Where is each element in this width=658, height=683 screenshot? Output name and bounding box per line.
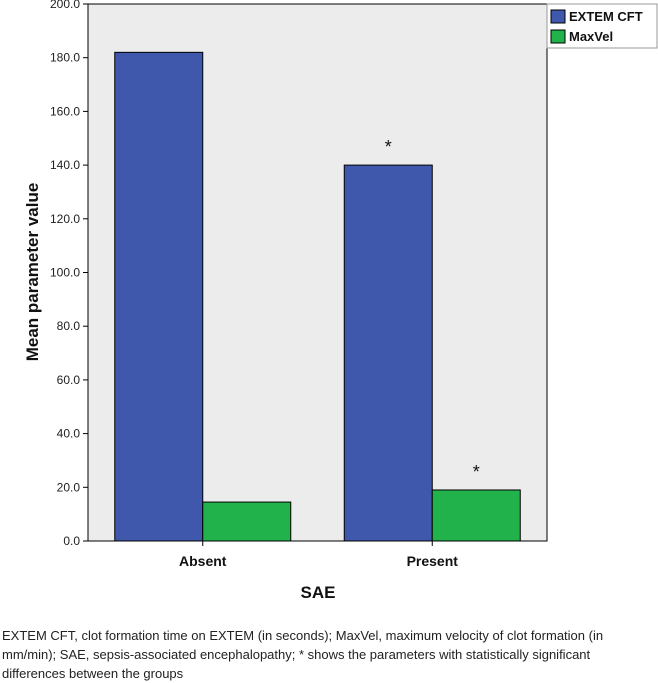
bar-chart: 0.0 20.0 40.0 60.0 80.0 100.0 120.0 140.0 160.0 1… [23,0,658,602]
y-tick-label: 80.0 [57,319,81,333]
x-category-label: Absent [179,553,227,569]
y-tick-label: 180.0 [50,51,80,65]
bar-extem-cft-present [343,164,433,542]
y-tick-label: 100.0 [50,266,80,280]
y-tick-label: 60.0 [57,373,81,387]
significance-marker: * [473,462,480,482]
legend-label: MaxVel [569,29,613,44]
y-axis-title: Mean parameter value [23,183,42,362]
figure-caption: EXTEM CFT, clot formation time on EXTEM … [2,628,604,681]
legend-swatch [550,9,566,24]
x-axis: Absent Present [179,541,458,569]
legend: EXTEM CFT MaxVel [546,3,658,49]
bar-maxvel-absent [202,501,292,542]
y-tick-label: 20.0 [57,480,81,494]
legend-label: EXTEM CFT [569,9,643,24]
y-tick-label: 140.0 [50,158,80,172]
significance-marker: * [385,137,392,157]
annotations: ** [385,137,480,482]
x-axis-title: SAE [301,583,336,602]
y-tick-label: 40.0 [57,427,81,441]
y-tick-label: 0.0 [63,534,80,548]
y-tick-label: 200.0 [50,0,80,11]
bar-maxvel-present [431,489,521,542]
y-axis: 0.0 20.0 40.0 60.0 80.0 100.0 120.0 140.0 160.0 1… [50,0,88,548]
x-category-label: Present [407,553,459,569]
legend-swatch [550,29,566,44]
bars [114,51,521,542]
bar-extem-cft-absent [114,51,204,542]
y-tick-label: 160.0 [50,104,80,118]
y-tick-label: 120.0 [50,212,80,226]
